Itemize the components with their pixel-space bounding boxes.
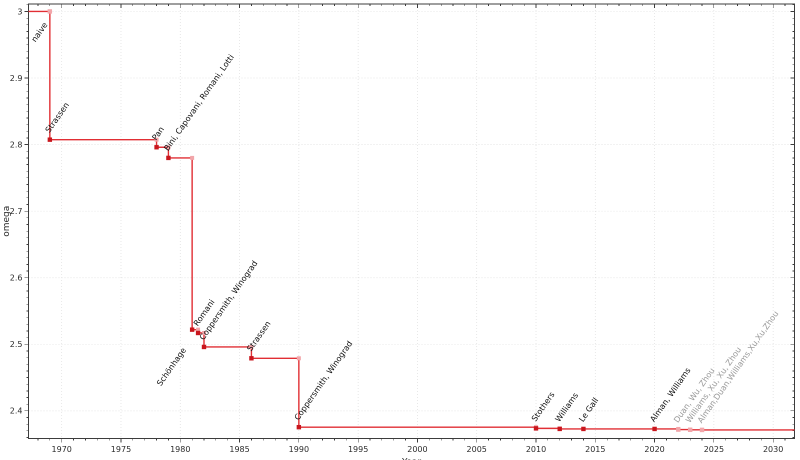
corner-marker: [201, 330, 206, 335]
data-point-marker: [676, 427, 681, 432]
data-point-marker: [249, 356, 254, 361]
x-tick-label: 2015: [585, 445, 605, 454]
data-point-marker: [699, 427, 705, 433]
data-point-marker: [166, 155, 171, 161]
data-point-marker: [687, 427, 693, 433]
corner-marker: [166, 145, 171, 150]
data-point-marker: [195, 330, 201, 336]
axis-spine: [28, 3, 795, 439]
point-label: Pan: [150, 125, 166, 142]
data-point-marker: [533, 426, 539, 431]
corner-marker: [296, 356, 301, 361]
data-point-marker: [47, 137, 53, 142]
x-tick-label: 2000: [407, 445, 427, 454]
data-point-marker: [581, 426, 586, 432]
point-label: Coppersmith, Winograd: [293, 339, 355, 422]
point-label: Stothers: [530, 390, 557, 423]
point-label: Strassen: [245, 319, 272, 353]
x-tick-label: 2005: [467, 445, 487, 454]
x-tick-label: 2020: [644, 445, 664, 454]
x-tick-label: 1970: [52, 445, 72, 454]
data-point-marker: [652, 426, 657, 432]
data-point-marker: [296, 424, 302, 430]
y-tick-label: 2.6: [10, 274, 23, 283]
point-label: Bini, Capovani, Romani, Lotti: [162, 53, 236, 153]
point-label: Schönhage: [155, 346, 188, 388]
point-label: Le Gall: [577, 396, 600, 424]
corner-marker: [154, 137, 159, 142]
corner-marker: [190, 155, 195, 160]
y-axis-label: omega: [2, 206, 12, 237]
x-tick-label: 1985: [229, 445, 249, 454]
step-line: [28, 10, 795, 431]
x-tick-label: 1995: [348, 445, 368, 454]
y-tick-label: 2.7: [10, 207, 23, 216]
x-tick-label: 1975: [111, 445, 131, 454]
y-tick-label: 2.5: [10, 340, 23, 349]
corner-marker: [249, 344, 254, 349]
corner-marker: [196, 327, 201, 332]
x-axis-label: Year: [401, 458, 421, 460]
y-tick-label: 3: [17, 7, 22, 16]
point-label: naive: [30, 21, 50, 44]
x-tick-label: 1980: [170, 445, 190, 454]
y-tick-label: 2.8: [10, 140, 23, 149]
data-point-marker: [557, 426, 562, 432]
data-point-marker: [154, 145, 159, 150]
x-tick-label: 2030: [763, 445, 783, 454]
x-tick-label: 1990: [289, 445, 309, 454]
data-point-marker: [47, 9, 53, 14]
x-tick-label: 2010: [526, 445, 546, 454]
x-tick-label: 2025: [704, 445, 724, 454]
point-label: Strassen: [44, 101, 71, 135]
data-point-marker: [189, 327, 195, 332]
y-tick-label: 2.4: [10, 407, 23, 416]
y-tick-label: 2.9: [10, 74, 23, 83]
data-point-marker: [201, 344, 207, 350]
